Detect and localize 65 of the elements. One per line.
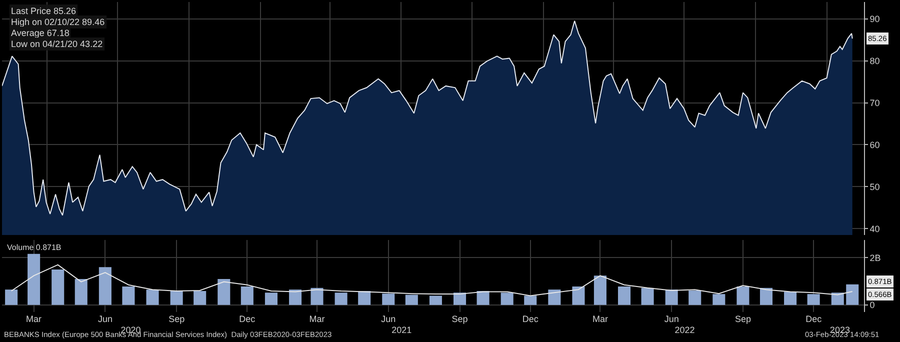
bar [807, 294, 820, 305]
bar [122, 286, 135, 305]
y-tick-label: 0 [870, 300, 875, 310]
bar [572, 286, 585, 305]
bar [476, 290, 490, 305]
x-tick-label: Mar [592, 314, 608, 324]
bar [712, 294, 726, 305]
bar [665, 290, 678, 305]
bar [289, 290, 302, 305]
x-tick-label: Mar [309, 314, 325, 324]
x-tick-label: Jun [664, 314, 679, 324]
x-tick-label: Sep [452, 314, 468, 324]
annotation: Volume 0.871B [7, 243, 62, 252]
annotation: High on 02/10/22 89.46 [11, 17, 105, 27]
bar [28, 254, 40, 305]
bar [170, 290, 183, 305]
line-series [10, 264, 853, 296]
y-tick-label: 90 [870, 14, 880, 24]
bar [760, 288, 772, 305]
bar [594, 276, 606, 305]
bar [240, 286, 254, 305]
bar [310, 288, 324, 305]
bar [52, 270, 64, 305]
bar [736, 286, 750, 305]
y-tick-label: 40 [870, 224, 880, 234]
bar [98, 267, 112, 305]
bar [146, 290, 159, 305]
bar [454, 292, 466, 305]
bar [524, 296, 537, 305]
y-tick-label: 2B [870, 252, 881, 263]
bar [358, 290, 371, 305]
bar [618, 286, 631, 305]
y-tick-label: 50 [870, 182, 880, 192]
bar [846, 284, 859, 305]
x-tick-label: Dec [239, 314, 256, 324]
y-tick-label: 60 [870, 140, 880, 150]
bar [5, 290, 18, 305]
bar [688, 290, 702, 305]
annotation: Average 67.18 [11, 28, 70, 38]
bar [429, 296, 442, 305]
annotation: Low on 04/21/20 43.22 [11, 39, 103, 49]
y-tick-label: 70 [870, 98, 880, 108]
bar [334, 292, 348, 305]
annotation: Last Price 85.26 [11, 6, 76, 16]
bar [548, 290, 561, 305]
bar [405, 294, 418, 305]
x-tick-label: Mar [26, 314, 42, 324]
bar [382, 294, 395, 305]
bar [831, 292, 844, 305]
x-tick-label: Jun [98, 314, 112, 324]
bar [641, 288, 654, 305]
bar [264, 292, 278, 305]
x2-tick-label: 2021 [392, 325, 412, 335]
bar [194, 290, 206, 305]
bar [74, 278, 88, 305]
y-tick-label: 80 [870, 56, 880, 66]
bar [218, 278, 230, 305]
x-tick-label: Dec [522, 314, 539, 324]
x-tick-label: Dec [806, 314, 822, 324]
x-tick-label: Sep [734, 314, 751, 324]
x-tick-label: Sep [168, 314, 185, 324]
bar [784, 292, 797, 305]
x2-tick-label: 2022 [674, 325, 695, 335]
x-tick-label: Jun [381, 314, 396, 324]
bar [500, 292, 514, 305]
